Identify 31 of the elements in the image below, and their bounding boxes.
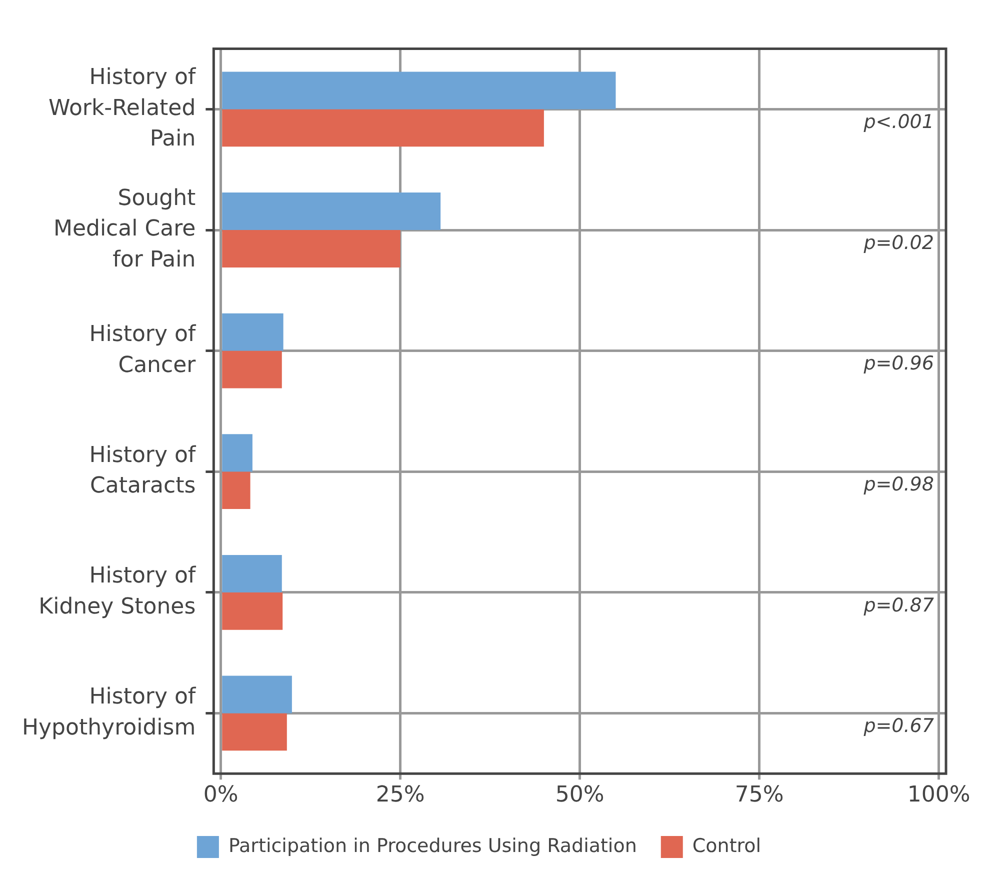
y-tick-label: History of Kidney Stones [38, 564, 197, 620]
y-tick-label: Sought Medical Care for Pain [53, 186, 196, 273]
x-tick-label: 50% [555, 782, 604, 808]
x-tick-label: 25% [376, 782, 425, 808]
annotation: p=0.96 [862, 352, 934, 375]
bar [222, 350, 282, 388]
annotation: p=0.02 [862, 232, 934, 254]
bar [222, 676, 292, 714]
y-tick-label: History of Cancer [89, 322, 197, 378]
x-tick-label: 75% [734, 782, 784, 808]
legend-label: Participation in Procedures Using Radiation [228, 834, 637, 857]
y-tick-label: History of Cataracts [89, 442, 197, 499]
bar [222, 434, 252, 472]
bar [222, 472, 250, 510]
annotation: p=0.87 [862, 594, 934, 616]
x-tick-label: 100% [907, 782, 970, 808]
annotation: p=0.67 [862, 715, 934, 738]
y-tick-label: History of Work-Related Pain [48, 65, 197, 152]
bar [222, 313, 284, 351]
bar [222, 230, 400, 268]
y-tick-label: History of Hypothyroidism [22, 684, 197, 740]
bar [222, 72, 616, 110]
bar [222, 592, 283, 630]
annotation: p=0.98 [862, 474, 934, 496]
legend-label: Control [692, 834, 762, 857]
bar [222, 554, 282, 592]
bar [222, 192, 441, 230]
bar [222, 713, 287, 751]
annotation: p<.001 [862, 111, 934, 134]
bar [222, 109, 544, 147]
x-tick-label: 0% [203, 782, 238, 808]
